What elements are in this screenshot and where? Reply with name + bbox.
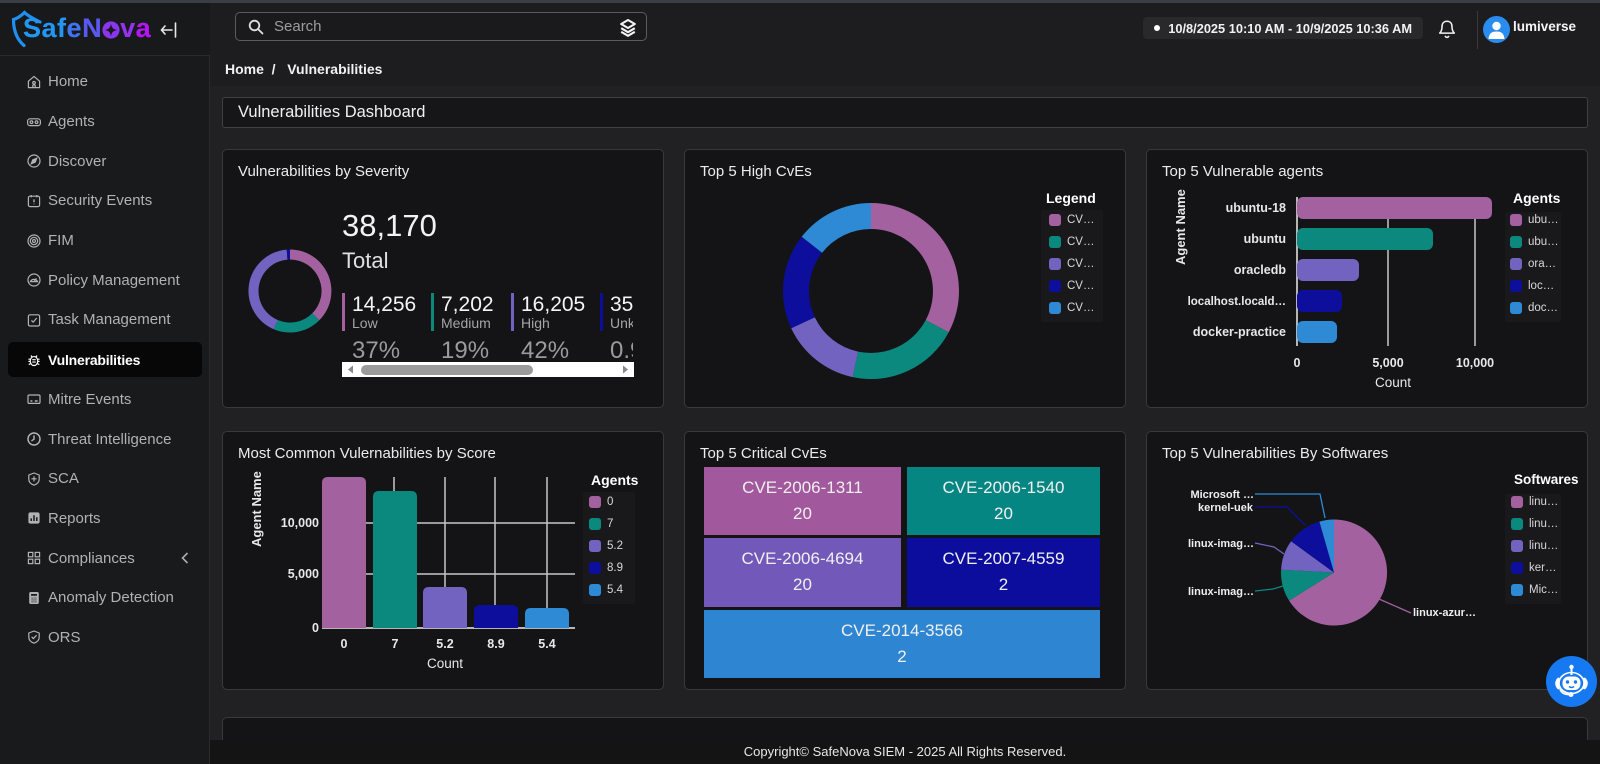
svg-text:0: 0 — [1294, 356, 1301, 370]
svg-text:8.9: 8.9 — [487, 637, 504, 651]
svg-text:5.4: 5.4 — [538, 637, 555, 651]
svg-text:localhost.locald…: localhost.locald… — [1188, 296, 1286, 308]
svg-text:ubuntu: ubuntu — [1244, 232, 1286, 246]
svg-text:Count: Count — [1375, 375, 1411, 390]
svg-text:oracledb: oracledb — [1234, 263, 1286, 277]
svg-text:10,000: 10,000 — [1456, 356, 1494, 370]
svg-text:Count: Count — [427, 656, 463, 671]
svg-text:5.2: 5.2 — [436, 637, 453, 651]
svg-text:0: 0 — [312, 621, 319, 635]
svg-text:5,000: 5,000 — [1372, 356, 1403, 370]
svg-text:linux-imag…: linux-imag… — [1188, 586, 1254, 598]
svg-text:kernel-uek: kernel-uek — [1198, 502, 1254, 514]
svg-text:0: 0 — [341, 637, 348, 651]
svg-text:linux-azur…: linux-azur… — [1413, 607, 1476, 619]
svg-text:7: 7 — [392, 637, 399, 651]
svg-text:docker-practice: docker-practice — [1193, 325, 1286, 339]
svg-text:Microsoft …: Microsoft … — [1190, 489, 1254, 501]
svg-text:ubuntu-18: ubuntu-18 — [1226, 201, 1286, 215]
svg-text:10,000: 10,000 — [281, 516, 319, 530]
svg-text:5,000: 5,000 — [288, 567, 319, 581]
svg-text:linux-imag…: linux-imag… — [1188, 538, 1254, 550]
